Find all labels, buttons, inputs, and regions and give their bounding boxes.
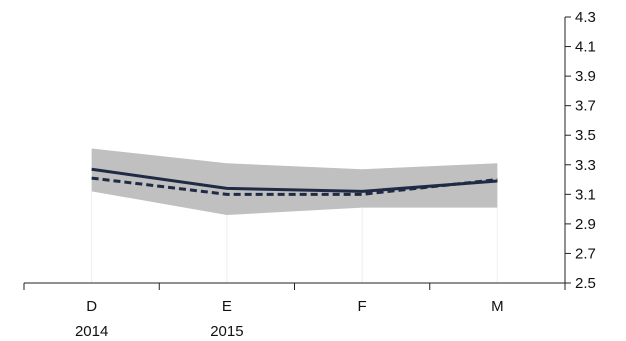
y-tick-label: 3.9 xyxy=(575,68,596,85)
y-tick-label: 2.7 xyxy=(575,245,596,262)
category-guides xyxy=(91,191,498,283)
y-tick-label: 4.3 xyxy=(575,9,596,26)
x-category-label: F xyxy=(358,298,367,315)
dashed-series-line xyxy=(91,176,498,196)
solid-series-line xyxy=(91,167,498,193)
x-axis xyxy=(23,282,566,290)
y-tick-label: 2.5 xyxy=(575,275,596,292)
x-category-label: E xyxy=(222,298,232,315)
y-axis: 2.5 2.7 2.9 3.1 3.3 3.5 3.7 3.9 4.1 4.3 xyxy=(564,9,596,292)
y-tick-label: 3.7 xyxy=(575,98,596,115)
x-category-label: D xyxy=(86,298,97,315)
x-axis-labels: D 2014 E 2015 F M xyxy=(75,298,504,340)
y-tick-label: 2.9 xyxy=(575,216,596,233)
y-tick-label: 3.5 xyxy=(575,127,596,144)
y-tick-label: 3.1 xyxy=(575,186,596,203)
y-tick-label: 4.1 xyxy=(575,39,596,56)
series-lines xyxy=(91,167,498,196)
range-band xyxy=(91,148,498,216)
x-category-label: M xyxy=(491,298,504,315)
y-tick-label: 3.3 xyxy=(575,157,596,174)
x-category-sublabel: 2014 xyxy=(75,323,108,340)
x-category-sublabel: 2015 xyxy=(210,323,243,340)
